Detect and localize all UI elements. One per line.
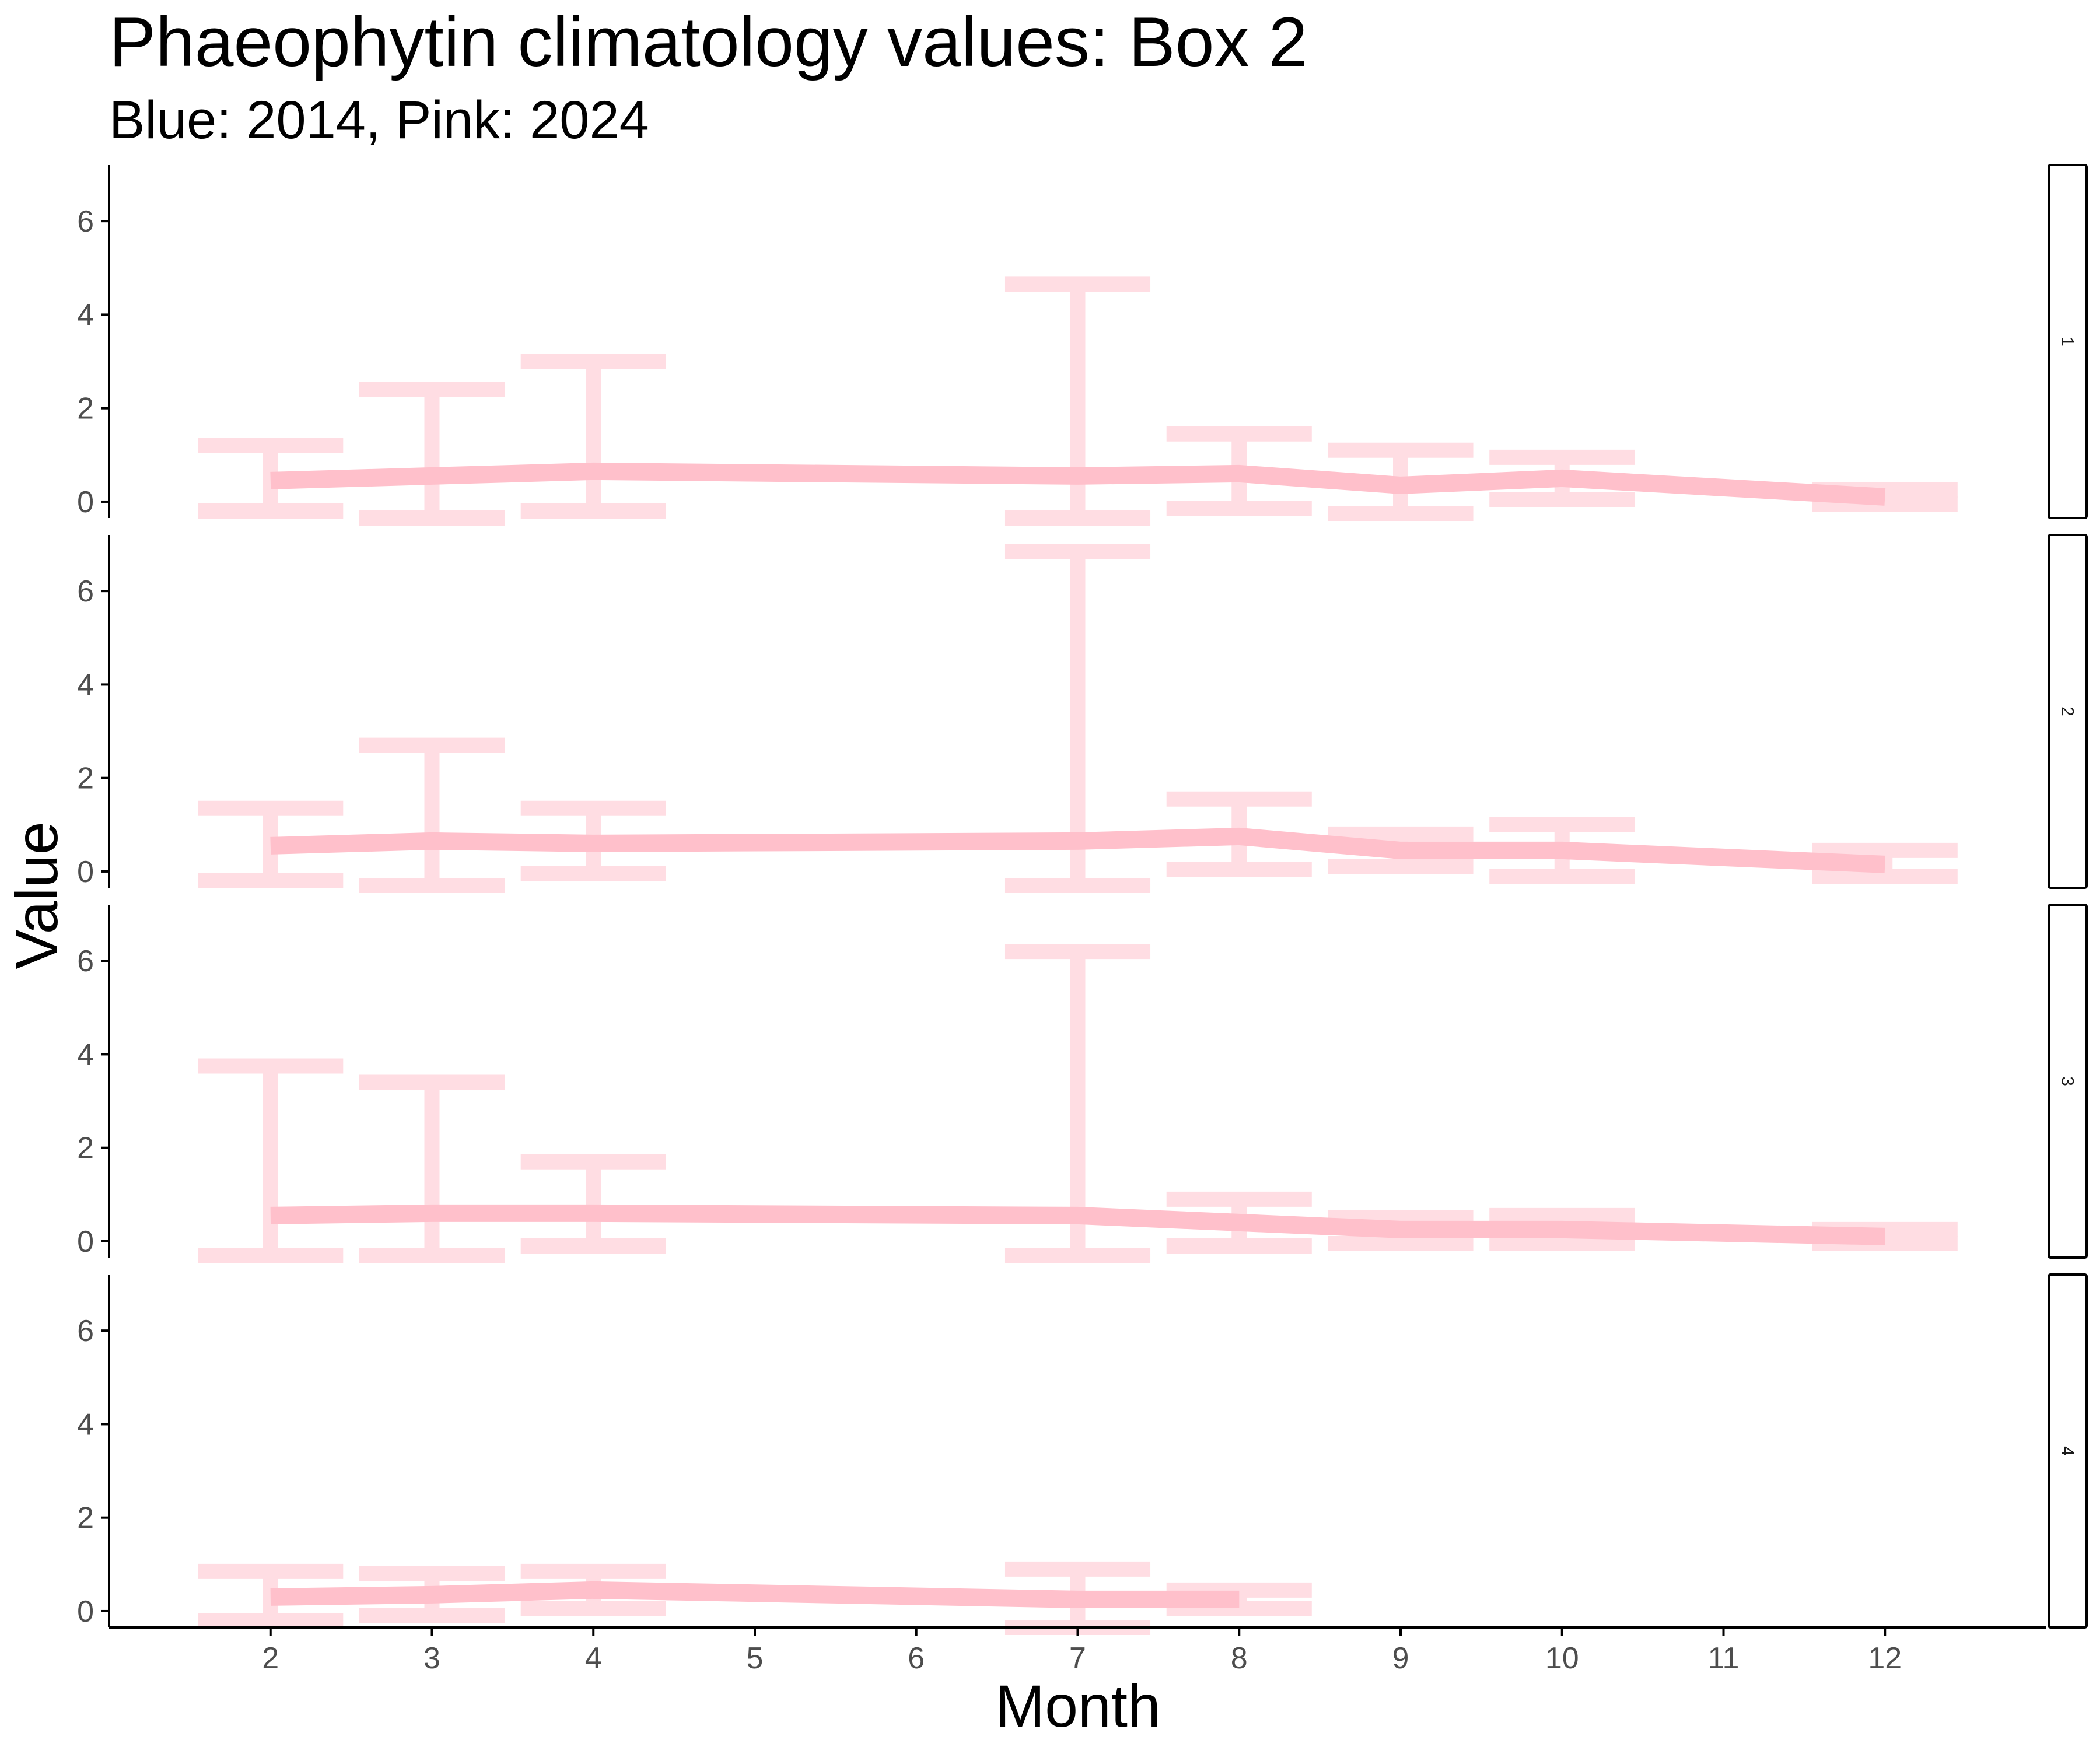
y-tick-label: 2 xyxy=(77,1502,94,1535)
error-bars xyxy=(198,276,1958,526)
facet-panel-4: 0 2 4 6 4 xyxy=(77,1273,2088,1635)
x-tick-label: 9 xyxy=(1392,1642,1409,1675)
chart-subtitle: Blue: 2014, Pink: 2024 xyxy=(109,90,649,150)
y-tick-label: 6 xyxy=(77,575,94,608)
x-tick-label: 3 xyxy=(424,1642,440,1675)
y-tick-label: 4 xyxy=(77,668,94,702)
x-tick-label: 4 xyxy=(585,1642,602,1675)
y-tick-label: 2 xyxy=(77,392,94,426)
facet-strip-label: 2 xyxy=(2058,706,2077,716)
series-line-2024 xyxy=(270,827,1885,873)
facet-strip xyxy=(2048,534,2088,889)
facet-strip-label: 4 xyxy=(2058,1446,2077,1456)
y-tick-label: 2 xyxy=(77,762,94,796)
facet-strip xyxy=(2048,904,2088,1259)
y-tick-label: 4 xyxy=(77,298,94,332)
x-tick-label: 8 xyxy=(1231,1642,1248,1675)
x-tick-label: 6 xyxy=(908,1642,925,1675)
facet-strip xyxy=(2048,1273,2088,1629)
x-tick-label: 10 xyxy=(1545,1642,1579,1675)
series-line-2024 xyxy=(270,1581,1240,1608)
facet-panel-2: 0 2 4 6 2 xyxy=(77,534,2088,893)
facet-strip-label: 3 xyxy=(2058,1076,2077,1086)
y-tick-label: 6 xyxy=(77,205,94,239)
facet-panel-3: 0 2 4 6 3 xyxy=(77,904,2088,1263)
y-tick-label: 2 xyxy=(77,1132,94,1166)
y-axis-title: Value xyxy=(4,821,70,969)
x-tick-label: 5 xyxy=(747,1642,764,1675)
y-tick-label: 0 xyxy=(77,855,94,889)
y-tick-label: 0 xyxy=(77,1225,94,1259)
facet-strip xyxy=(2048,164,2088,519)
chart-title: Phaeophytin climatology values: Box 2 xyxy=(109,3,1308,81)
x-tick-label: 7 xyxy=(1069,1642,1086,1675)
y-tick-label: 6 xyxy=(77,944,94,978)
series-line-2024 xyxy=(270,1204,1885,1245)
x-axis-title: Month xyxy=(995,1673,1161,1740)
panels-layer: 0 2 4 6 1 0 2 4 6 2 0 2 4 6 3 0 2 4 6 4 xyxy=(77,164,2088,1635)
x-tick-label: 2 xyxy=(262,1642,279,1675)
facet-panel-1: 0 2 4 6 1 xyxy=(77,164,2088,526)
y-tick-label: 4 xyxy=(77,1408,94,1441)
y-tick-label: 0 xyxy=(77,1595,94,1629)
y-tick-label: 6 xyxy=(77,1314,94,1348)
facet-strip-label: 1 xyxy=(2058,337,2077,346)
series-line-2024 xyxy=(270,462,1886,506)
y-tick-label: 4 xyxy=(77,1038,94,1072)
x-tick-label: 12 xyxy=(1868,1642,1902,1675)
x-axis: 2 3 4 5 6 7 8 9 10 11 12 xyxy=(109,1626,2046,1675)
x-tick-label: 11 xyxy=(1708,1642,1740,1675)
y-tick-label: 0 xyxy=(77,485,94,519)
